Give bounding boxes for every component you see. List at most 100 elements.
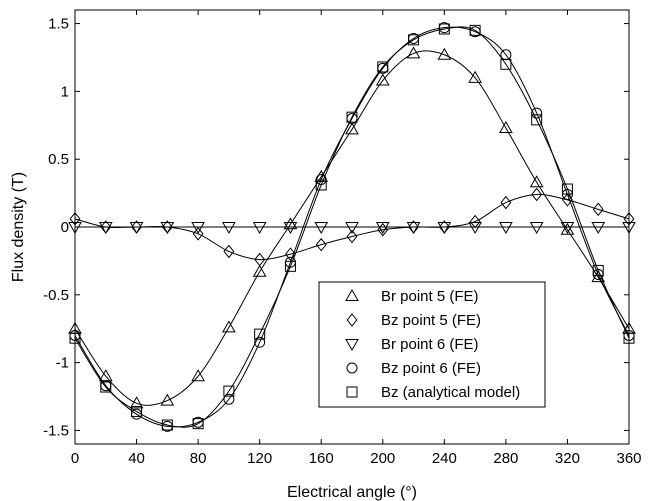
axis-ticks: [74, 10, 630, 444]
data-point-series-2: [346, 229, 358, 244]
series-lines: [74, 26, 630, 428]
data-point-series-2: [254, 252, 266, 267]
data-point-series-1: [560, 222, 575, 235]
data-point-series-3: [345, 222, 359, 235]
data-point-series-5: [500, 58, 512, 70]
x-tick-label: 120: [247, 450, 272, 467]
data-point-series-5: [315, 179, 327, 191]
legend-marker-5: [346, 386, 358, 398]
data-point-series-3: [591, 222, 606, 235]
legend-entry-label: Br point 5 (FE): [381, 288, 479, 305]
data-point-series-5: [377, 61, 389, 73]
y-tick-label: -1.5: [43, 422, 69, 439]
y-axis-label: Flux density (T): [10, 172, 27, 282]
legend-box: [318, 281, 546, 408]
data-point-series-2: [531, 187, 543, 202]
legend-entry-label: Bz (analytical model): [381, 384, 520, 401]
series-line-1: [74, 50, 630, 406]
data-point-series-3: [529, 222, 544, 235]
data-point-series-2: [315, 237, 327, 252]
data-point-series-4: [531, 107, 543, 119]
data-point-series-5: [469, 24, 481, 36]
data-point-series-3: [129, 222, 144, 235]
y-tick-label: 1: [61, 83, 69, 100]
data-point-series-5: [561, 183, 573, 195]
data-point-series-5: [284, 260, 296, 272]
axis-tick-labels: 0 40 80 120 160 200 240 280 320 360 -1.5 -1 -0.5 0 0.5…: [43, 16, 641, 467]
data-point-series-1: [591, 270, 606, 283]
data-point-series-5: [161, 419, 173, 431]
x-tick-label: 320: [555, 450, 580, 467]
data-point-series-1: [499, 120, 513, 133]
data-point-series-3: [98, 222, 113, 235]
legend: Br point 5 (FE) Bz point 5 (FE) Br point 6…: [318, 281, 546, 408]
data-point-series-2: [285, 247, 296, 261]
data-point-series-3: [252, 222, 267, 235]
series-markers: [68, 22, 636, 432]
data-point-series-5: [254, 328, 266, 340]
data-point-series-1: [529, 175, 544, 188]
data-point-series-1: [406, 46, 421, 59]
data-point-series-1: [160, 393, 175, 406]
data-point-series-3: [314, 222, 329, 235]
data-point-series-1: [375, 73, 390, 86]
data-point-series-4: [500, 49, 512, 61]
series-line-4: [74, 26, 630, 428]
data-point-series-1: [129, 396, 144, 409]
data-point-series-5: [131, 405, 143, 417]
legend-marker-3: [345, 339, 359, 352]
data-point-series-5: [592, 264, 604, 276]
x-tick-label: 0: [71, 450, 79, 467]
data-point-series-2: [592, 202, 604, 217]
series-line-5: [74, 26, 630, 428]
data-point-series-1: [222, 320, 236, 333]
legend-entry-label: Bz point 5 (FE): [381, 312, 481, 329]
x-tick-label: 280: [493, 450, 518, 467]
data-point-series-1: [252, 264, 267, 277]
data-point-series-1: [437, 47, 452, 60]
data-point-series-1: [468, 70, 482, 83]
data-point-series-3: [375, 222, 390, 235]
y-tick-label: 0.5: [48, 151, 69, 168]
x-tick-label: 360: [616, 450, 641, 467]
legend-entry-label: Br point 6 (FE): [381, 336, 479, 353]
x-tick-label: 160: [309, 450, 334, 467]
legend-entry-label: Bz point 6 (FE): [381, 360, 481, 377]
data-point-series-4: [223, 393, 235, 405]
legend-marker-4: [346, 362, 358, 374]
data-point-series-4: [254, 336, 266, 348]
data-point-series-3: [191, 222, 205, 235]
legend-marker-2: [346, 313, 358, 327]
x-tick-label: 40: [128, 450, 145, 467]
data-point-series-2: [500, 195, 512, 210]
data-point-series-3: [499, 222, 513, 235]
data-point-series-5: [408, 34, 420, 46]
data-point-series-1: [283, 217, 298, 230]
data-point-series-3: [406, 222, 421, 235]
data-point-series-3: [222, 222, 236, 235]
data-point-series-5: [223, 385, 235, 397]
legend-marker-1: [345, 288, 359, 301]
data-point-series-3: [437, 222, 452, 235]
data-point-series-5: [100, 381, 112, 393]
data-point-series-5: [531, 114, 543, 126]
y-tick-label: 0: [61, 219, 69, 236]
data-point-series-2: [192, 226, 204, 241]
data-point-series-2: [469, 214, 481, 229]
data-point-series-5: [192, 418, 204, 430]
y-tick-label: -0.5: [43, 287, 69, 304]
x-tick-label: 80: [190, 450, 207, 467]
x-axis-label: Electrical angle (°): [287, 484, 417, 501]
data-point-series-2: [223, 244, 235, 259]
data-point-series-3: [468, 222, 482, 235]
data-point-series-3: [560, 222, 575, 235]
data-point-series-5: [438, 23, 450, 35]
data-point-series-5: [346, 111, 358, 123]
y-tick-label: -1: [56, 355, 69, 372]
x-tick-label: 200: [370, 450, 395, 467]
data-point-series-1: [345, 122, 359, 135]
data-point-series-3: [160, 222, 175, 235]
data-point-series-3: [283, 222, 298, 235]
x-tick-label: 240: [432, 450, 457, 467]
